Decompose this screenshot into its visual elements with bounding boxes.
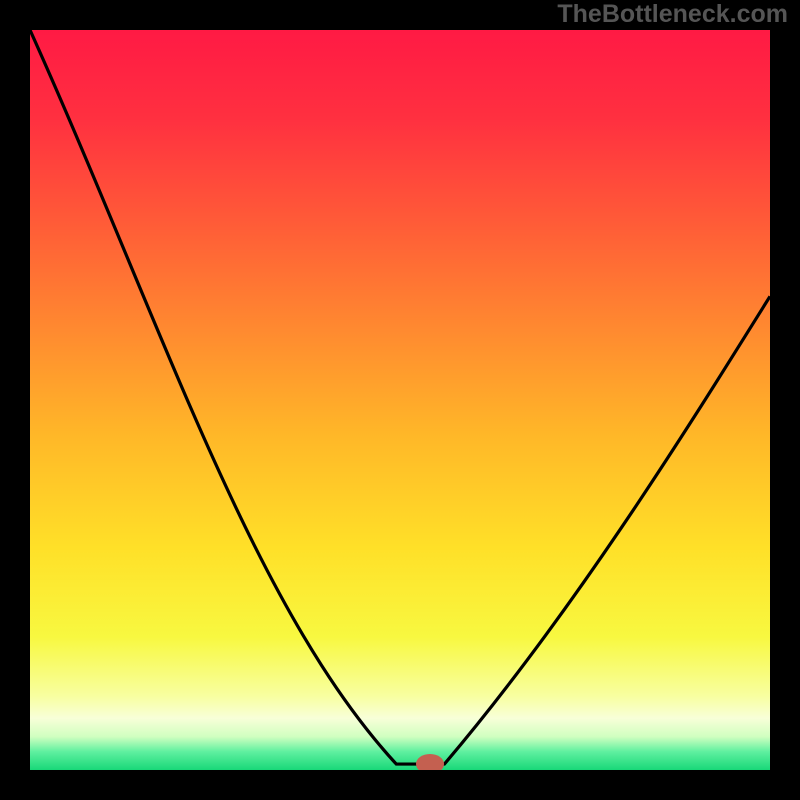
chart-container: TheBottleneck.com [0,0,800,800]
watermark-text: TheBottleneck.com [557,0,788,29]
bottleneck-curve [30,30,770,770]
optimal-marker [416,754,444,770]
plot-area [30,30,770,770]
